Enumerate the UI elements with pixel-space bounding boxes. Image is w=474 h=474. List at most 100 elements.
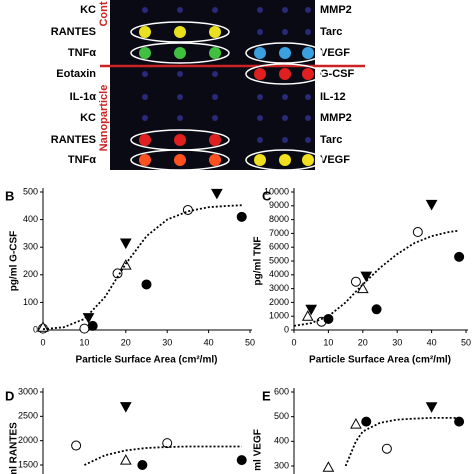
array-spot — [142, 7, 148, 13]
x-tick-label: 10 — [323, 337, 333, 347]
data-point — [361, 416, 372, 427]
array-spot — [282, 7, 288, 13]
panel-letter: C — [262, 188, 272, 203]
array-spot — [177, 94, 183, 100]
array-spot — [282, 137, 288, 143]
array-right-label: MMP2 — [320, 4, 352, 16]
array-spot — [212, 115, 218, 121]
array-spot — [279, 154, 291, 166]
data-point — [137, 460, 148, 470]
array-spot — [212, 71, 218, 77]
array-highlight — [245, 63, 323, 85]
data-point — [87, 320, 98, 331]
x-tick-label: 30 — [392, 337, 402, 347]
array-left-label: KC — [80, 112, 96, 124]
data-point — [79, 323, 90, 334]
array-spot — [305, 94, 311, 100]
array-right-label: VEGF — [320, 47, 350, 59]
x-axis-label: Particle Surface Area (cm²/ml) — [76, 355, 218, 366]
array-spot — [209, 154, 221, 166]
array-spot — [174, 47, 186, 59]
array-spot — [139, 134, 151, 146]
data-point — [425, 402, 438, 413]
array-spot — [177, 71, 183, 77]
array-right-label: IL-12 — [320, 91, 346, 103]
y-tick-label: 2000 — [269, 297, 289, 307]
array-right-label: Tarc — [320, 26, 342, 38]
x-tick-label: 0 — [291, 337, 296, 347]
data-point — [360, 271, 373, 283]
array-spot — [254, 68, 266, 80]
data-point — [322, 461, 335, 472]
y-tick-label: 1500 — [18, 459, 38, 469]
data-point — [381, 443, 392, 454]
array-left-label: Eotaxin — [56, 68, 96, 80]
data-point — [119, 402, 132, 413]
array-spot — [174, 134, 186, 146]
array-spot — [257, 137, 263, 143]
array-spot — [254, 154, 266, 166]
x-tick-label: 50 — [461, 337, 471, 347]
y-tick-label: 4000 — [269, 269, 289, 279]
array-spot — [209, 134, 221, 146]
y-axis-label: ml VEGF — [253, 429, 264, 471]
group-label: Cont — [98, 1, 110, 26]
x-tick-label: 30 — [162, 337, 172, 347]
x-tick-label: 10 — [79, 337, 89, 347]
y-tick-label: 600 — [274, 386, 289, 396]
array-spot — [142, 94, 148, 100]
data-point — [71, 440, 82, 451]
data-point — [236, 455, 247, 466]
fit-curve — [42, 204, 242, 331]
data-point — [412, 227, 423, 238]
array-spot — [209, 26, 221, 38]
array-spot — [305, 7, 311, 13]
y-tick-label: 3000 — [18, 386, 38, 396]
array-spot — [177, 7, 183, 13]
panel-letter: E — [262, 388, 271, 403]
array-spot — [212, 94, 218, 100]
data-point — [350, 418, 362, 429]
array-spot — [257, 29, 263, 35]
array-spot — [305, 137, 311, 143]
array-spot — [139, 47, 151, 59]
y-tick-label: 400 — [23, 214, 38, 224]
array-spot — [139, 154, 151, 166]
array-left-label: IL-1α — [70, 91, 97, 103]
y-tick-label: 1000 — [269, 311, 289, 321]
y-tick-label: 0 — [284, 324, 289, 334]
panel-letter: D — [5, 388, 14, 403]
y-tick-label: 5000 — [269, 255, 289, 265]
array-highlight — [130, 149, 230, 171]
x-tick-label: 0 — [40, 337, 45, 347]
array-spot — [302, 68, 314, 80]
y-axis-label: pg/ml TNF — [253, 237, 264, 286]
array-spot — [142, 115, 148, 121]
x-tick-label: 20 — [121, 337, 131, 347]
array-left-label: TNFα — [68, 154, 96, 166]
array-spot — [257, 7, 263, 13]
array-spot — [279, 47, 291, 59]
array-spot — [142, 71, 148, 77]
fit-curve — [344, 417, 460, 467]
data-point — [305, 304, 318, 316]
y-tick-label: 8000 — [269, 214, 289, 224]
data-point — [141, 279, 152, 290]
data-point — [350, 276, 361, 287]
array-spot — [282, 94, 288, 100]
data-point — [425, 199, 438, 211]
array-spot — [279, 68, 291, 80]
array-spot — [177, 115, 183, 121]
array-left-label: TNFα — [68, 47, 96, 59]
array-highlight — [245, 149, 323, 171]
array-highlight — [245, 42, 323, 64]
y-tick-label: 7000 — [269, 228, 289, 238]
array-spot — [257, 115, 263, 121]
y-tick-label: 2500 — [18, 411, 38, 421]
data-point — [37, 321, 49, 332]
array-spot — [209, 47, 221, 59]
array-spot — [212, 7, 218, 13]
y-tick-label: 2000 — [18, 435, 38, 445]
array-spot — [174, 154, 186, 166]
array-right-label: MMP2 — [320, 112, 352, 124]
